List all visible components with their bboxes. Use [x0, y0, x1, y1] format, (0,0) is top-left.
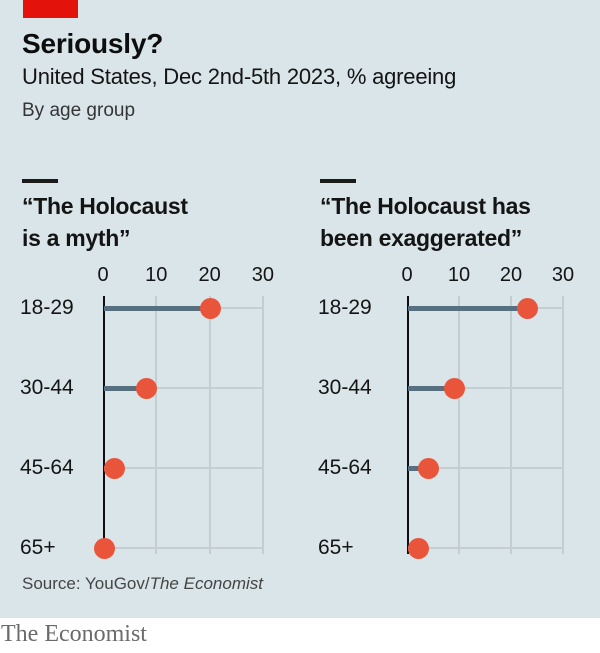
vertical-gridline: [510, 296, 512, 554]
data-point-dot: [418, 457, 440, 479]
value-stem: [104, 305, 211, 311]
data-point-dot: [104, 457, 126, 479]
category-label: 45-64: [318, 456, 372, 479]
chart-panel-0: “The Holocaust is a myth” 0 10 20 30 18-29 30-4…: [20, 176, 302, 576]
vertical-gridline: [155, 296, 158, 554]
x-tick-label: 20: [198, 264, 221, 286]
panel-title-line: is a myth”: [22, 225, 131, 251]
category-label: 65+: [318, 536, 354, 559]
data-point-dot: [444, 377, 466, 399]
horizontal-gridline: [103, 547, 263, 549]
x-tick-label: 20: [499, 264, 523, 286]
category-label: 18-29: [318, 296, 372, 319]
horizontal-gridline: [103, 467, 263, 469]
data-point-dot: [200, 297, 222, 319]
vertical-gridline: [261, 296, 264, 554]
vertical-gridline: [562, 296, 564, 554]
value-stem: [104, 385, 147, 391]
category-label: 45-64: [20, 456, 74, 479]
y-axis-line: [407, 296, 409, 554]
source-text: Source: YouGov/: [22, 574, 150, 593]
vertical-gridline: [208, 296, 211, 554]
chart-panels-container: “The Holocaust is a myth” 0 10 20 30 18-29 30-4…: [20, 176, 600, 576]
chart-title: Seriously?: [22, 28, 164, 59]
panel-title-line: “The Holocaust has: [320, 193, 531, 219]
x-tick-label: 0: [401, 264, 413, 286]
horizontal-gridline: [103, 387, 263, 389]
value-stem: [408, 385, 455, 391]
x-tick-label: 10: [447, 264, 471, 286]
category-label: 65+: [20, 536, 56, 559]
horizontal-gridline: [407, 467, 563, 469]
x-tick-label: 30: [251, 264, 275, 286]
panel-title-dash: [22, 179, 58, 183]
chart-card: Seriously? United States, Dec 2nd-5th 20…: [0, 0, 600, 618]
horizontal-gridline: [407, 547, 563, 549]
horizontal-gridline: [407, 387, 563, 389]
source-publication: The Economist: [149, 574, 263, 593]
chart-panel-1: “The Holocaust has been exaggerated” 0 10 20…: [318, 176, 600, 576]
chart-grouping-note: By age group: [22, 100, 136, 121]
panel-title-line: been exaggerated”: [320, 225, 522, 251]
category-label: 30-44: [318, 376, 372, 399]
data-point-dot: [517, 297, 539, 319]
y-axis-line: [103, 296, 105, 554]
brand-wordmark: The Economist: [1, 621, 147, 647]
x-tick-label: 30: [551, 264, 575, 286]
category-label: 30-44: [20, 376, 74, 399]
x-tick-label: 10: [145, 264, 168, 286]
data-point-dot: [136, 377, 158, 399]
data-point-dot: [407, 537, 429, 559]
vertical-gridline: [458, 296, 460, 554]
category-label: 18-29: [20, 296, 74, 319]
value-stem: [408, 305, 528, 311]
source-line: Source: YouGov/The Economist: [22, 574, 263, 594]
x-tick-label: 0: [97, 264, 109, 286]
panel-title-dash: [320, 179, 356, 183]
chart-subtitle: United States, Dec 2nd-5th 2023, % agree…: [22, 64, 457, 89]
panel-title-line: “The Holocaust: [22, 193, 188, 219]
data-point-dot: [93, 537, 115, 559]
economist-red-tab: [23, 0, 78, 18]
